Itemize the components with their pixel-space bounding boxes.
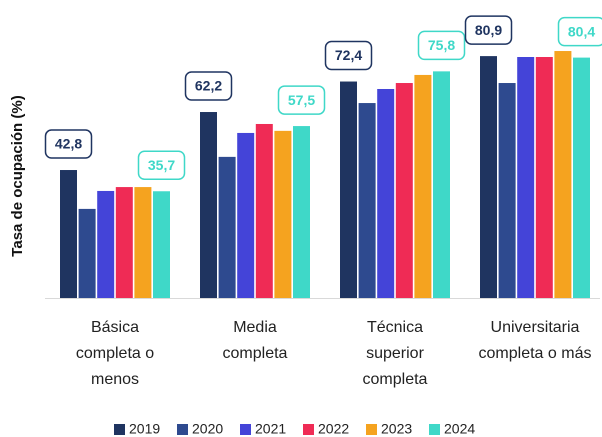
bar bbox=[115, 187, 133, 298]
legend-swatch bbox=[303, 424, 314, 435]
x-tick-label: Universitaria completa o más bbox=[478, 319, 592, 362]
value-label-box bbox=[464, 15, 513, 45]
bar bbox=[237, 132, 255, 298]
value-label: 75,8 bbox=[428, 37, 455, 53]
value-label: 80,4 bbox=[568, 23, 595, 39]
bar bbox=[78, 208, 96, 298]
value-label: 72,4 bbox=[335, 47, 362, 63]
legend-swatch bbox=[366, 424, 377, 435]
bar bbox=[395, 83, 413, 298]
legend-swatch bbox=[240, 424, 251, 435]
value-label: 42,8 bbox=[55, 136, 82, 152]
bar bbox=[60, 170, 77, 298]
legend-label: 2021 bbox=[255, 421, 286, 437]
legend-swatch bbox=[177, 424, 188, 435]
bar bbox=[200, 112, 217, 298]
bar bbox=[153, 191, 170, 298]
legend-label: 2022 bbox=[318, 421, 349, 437]
legend-swatch bbox=[114, 424, 125, 435]
bar bbox=[433, 71, 450, 298]
bar bbox=[218, 156, 236, 298]
bar bbox=[97, 190, 115, 298]
bar bbox=[340, 81, 357, 298]
value-label-box bbox=[184, 71, 233, 101]
x-tick-label: Media completa bbox=[222, 319, 288, 362]
legend-label: 2023 bbox=[381, 421, 412, 437]
y-axis-label: Tasa de ocupación (%) bbox=[9, 95, 26, 256]
bar bbox=[535, 57, 553, 299]
bar bbox=[414, 74, 432, 298]
bar bbox=[274, 130, 292, 298]
value-label-box bbox=[137, 150, 186, 181]
value-label-box bbox=[277, 85, 326, 115]
legend-label: 2020 bbox=[192, 421, 223, 437]
bar bbox=[480, 56, 497, 298]
value-label: 62,2 bbox=[195, 78, 222, 94]
bar bbox=[554, 51, 572, 298]
value-label-box bbox=[557, 16, 602, 47]
value-label: 80,9 bbox=[475, 22, 502, 38]
legend-swatch bbox=[429, 424, 440, 435]
value-label-box bbox=[44, 129, 93, 159]
legend-label: 2024 bbox=[444, 421, 475, 437]
bar bbox=[517, 57, 535, 299]
legend-label: 2019 bbox=[129, 421, 160, 437]
x-tick-label: Técnica superior completa bbox=[362, 319, 428, 388]
bar bbox=[573, 57, 590, 298]
x-tick-label: Básica completa o menos bbox=[75, 319, 155, 388]
bar bbox=[377, 88, 395, 299]
value-label: 35,7 bbox=[148, 157, 175, 173]
bar bbox=[134, 187, 152, 298]
bar bbox=[358, 103, 376, 298]
value-label-box bbox=[417, 30, 466, 61]
value-label: 57,5 bbox=[288, 92, 315, 108]
bar bbox=[293, 126, 310, 298]
value-label-box bbox=[324, 40, 373, 71]
bar bbox=[498, 83, 516, 298]
bar bbox=[255, 123, 273, 299]
